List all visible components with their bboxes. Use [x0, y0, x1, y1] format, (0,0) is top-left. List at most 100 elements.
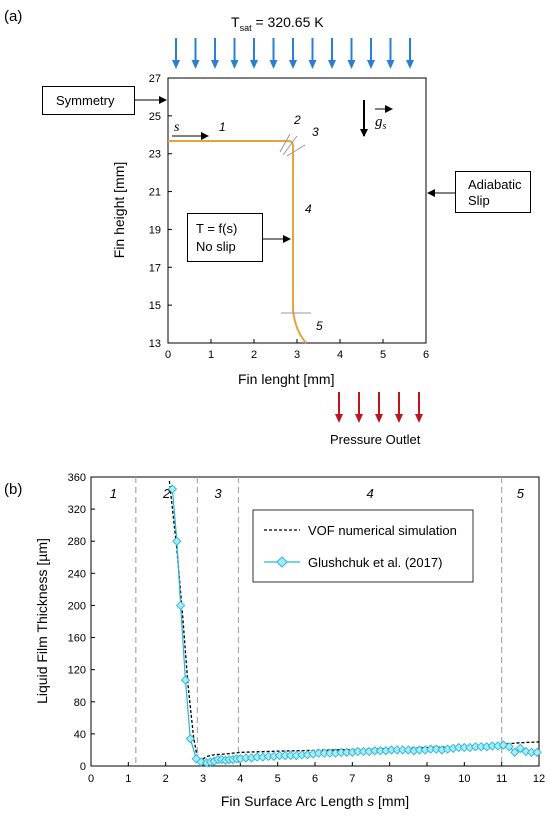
- symmetry-box: Symmetry: [42, 86, 135, 115]
- chart-ytick-label: 240: [68, 568, 86, 580]
- chart-ytick-label: 320: [68, 504, 86, 516]
- inflow-arrow-head: [367, 60, 375, 69]
- panel-a-xtick-label: 6: [423, 349, 429, 361]
- legend-label-exp: Glushchuk et al. (2017): [308, 555, 442, 570]
- data-point-exp: [510, 747, 520, 757]
- chart-xtick-label: 6: [312, 773, 318, 785]
- slip-label: Slip: [468, 193, 490, 208]
- fin-profile: [168, 140, 307, 344]
- s-coordinate-label: s: [174, 120, 180, 135]
- panel-a-label: (a): [4, 8, 22, 25]
- chart-xlabel: Fin Surface Arc Length s [mm]: [221, 793, 409, 809]
- chart-xtick-label: 8: [387, 773, 393, 785]
- data-point-exp: [532, 747, 542, 757]
- chart-xtick-label: 11: [496, 773, 507, 785]
- panel-a-xtick-label: 1: [208, 349, 214, 361]
- region-dividers: 1 2 3 4 5: [110, 477, 525, 766]
- segment-number-5: 5: [316, 319, 323, 333]
- legend: VOF numerical simulation Glushchuk et al…: [252, 509, 474, 583]
- panel-a-ytick-label: 19: [149, 224, 161, 236]
- segment-divider-1-2: [279, 133, 291, 153]
- data-point-exp: [403, 745, 413, 755]
- panel-a-ytick-label: 23: [149, 149, 161, 161]
- outflow-arrows: [335, 392, 423, 423]
- inflow-arrow-head: [269, 60, 278, 69]
- gravity-label: gs: [375, 114, 387, 132]
- adiabatic-label: Adiabatic: [468, 177, 522, 192]
- panel-a-ytick-label: 25: [149, 111, 161, 123]
- tsat-label: Tsat = 320.65 K: [231, 14, 324, 33]
- data-point-exp: [167, 484, 178, 494]
- chart-ytick-label: 360: [68, 472, 86, 484]
- data-point-exp: [180, 675, 191, 685]
- segment-divider-2-3: [282, 135, 298, 156]
- panel-a-ytick-label: 27: [149, 73, 161, 85]
- chart-ytick-label: 0: [80, 761, 86, 773]
- chart-series: [167, 480, 542, 768]
- inflow-arrows: [172, 38, 414, 69]
- panel-b-label: (b): [4, 481, 22, 498]
- fin-bc-line2: No slip: [196, 239, 236, 254]
- data-point-exp: [172, 536, 182, 546]
- chart-xtick-label: 4: [237, 773, 243, 785]
- data-point-exp: [504, 742, 514, 752]
- chart-xtick-label: 10: [458, 773, 470, 785]
- chart-ytick-label: 280: [68, 536, 86, 548]
- inflow-arrow-head: [308, 60, 317, 69]
- outflow-arrow-head: [355, 414, 363, 423]
- region-number-3: 3: [214, 486, 222, 501]
- region-number-2: 2: [162, 486, 171, 501]
- data-point-exp: [196, 757, 206, 767]
- chart-ytick-label: 120: [68, 665, 86, 677]
- adiabatic-slip-box: Adiabatic Slip: [455, 171, 531, 213]
- data-point-exp: [185, 734, 195, 744]
- data-point-exp: [431, 744, 441, 754]
- inflow-arrow-head: [347, 60, 356, 69]
- panel-a-ylabel: Fin height [mm]: [111, 162, 127, 258]
- chart-xtick-label: 0: [88, 773, 94, 785]
- outflow-arrow-head: [415, 414, 423, 423]
- inflow-arrow-head: [191, 60, 200, 69]
- legend-label-vof: VOF numerical simulation: [308, 523, 457, 538]
- panel-a-ytick-label: 21: [149, 187, 161, 199]
- panel-a-xtick-label: 3: [294, 349, 300, 361]
- panel-a-xtick-label: 2: [251, 349, 257, 361]
- legend-marker-exp: [276, 556, 288, 568]
- chart-ylabel: Liquid Film Thickness [µm]: [34, 538, 50, 704]
- chart-xtick-label: 12: [533, 773, 545, 785]
- data-point-exp: [175, 600, 186, 611]
- domain-frame: [167, 77, 427, 344]
- inflow-arrow-head: [211, 60, 219, 69]
- fin-bc-line1: T = f(s): [196, 221, 238, 236]
- data-point-exp: [515, 743, 525, 753]
- chart-xtick-label: 2: [163, 773, 169, 785]
- outflow-arrow-head: [395, 414, 403, 423]
- inflow-arrow-head: [289, 60, 297, 69]
- legend-box: [252, 509, 474, 583]
- panel-a-xtick-label: 0: [165, 349, 171, 361]
- pressure-outlet-label: Pressure Outlet: [330, 432, 421, 447]
- symmetry-label: Symmetry: [56, 93, 115, 108]
- outflow-arrow-head: [375, 414, 383, 423]
- region-number-1: 1: [110, 486, 117, 501]
- panel-a-ytick-label: 15: [149, 300, 161, 312]
- chart-ytick-label: 40: [74, 729, 86, 741]
- chart-ytick-label: 80: [74, 697, 86, 709]
- chart-xtick-label: 5: [275, 773, 281, 785]
- outflow-arrow-head: [335, 414, 343, 423]
- chart-xtick-label: 9: [424, 773, 430, 785]
- panel-a-xlabel: Fin lenght [mm]: [238, 371, 334, 387]
- segment-divider-3-4: [286, 144, 306, 157]
- chart-ytick-label: 200: [68, 600, 86, 612]
- segment-number-4: 4: [305, 202, 312, 216]
- region-number-5: 5: [517, 486, 525, 501]
- panel-a-ytick-label: 13: [149, 338, 161, 350]
- chart-xtick-label: 7: [349, 773, 355, 785]
- segment-number-2: 2: [293, 113, 301, 127]
- chart-xtick-label: 1: [125, 773, 131, 785]
- fin-bc-box: T = f(s) No slip: [187, 213, 263, 262]
- inflow-arrow-head: [406, 60, 414, 69]
- inflow-arrow-head: [250, 60, 258, 69]
